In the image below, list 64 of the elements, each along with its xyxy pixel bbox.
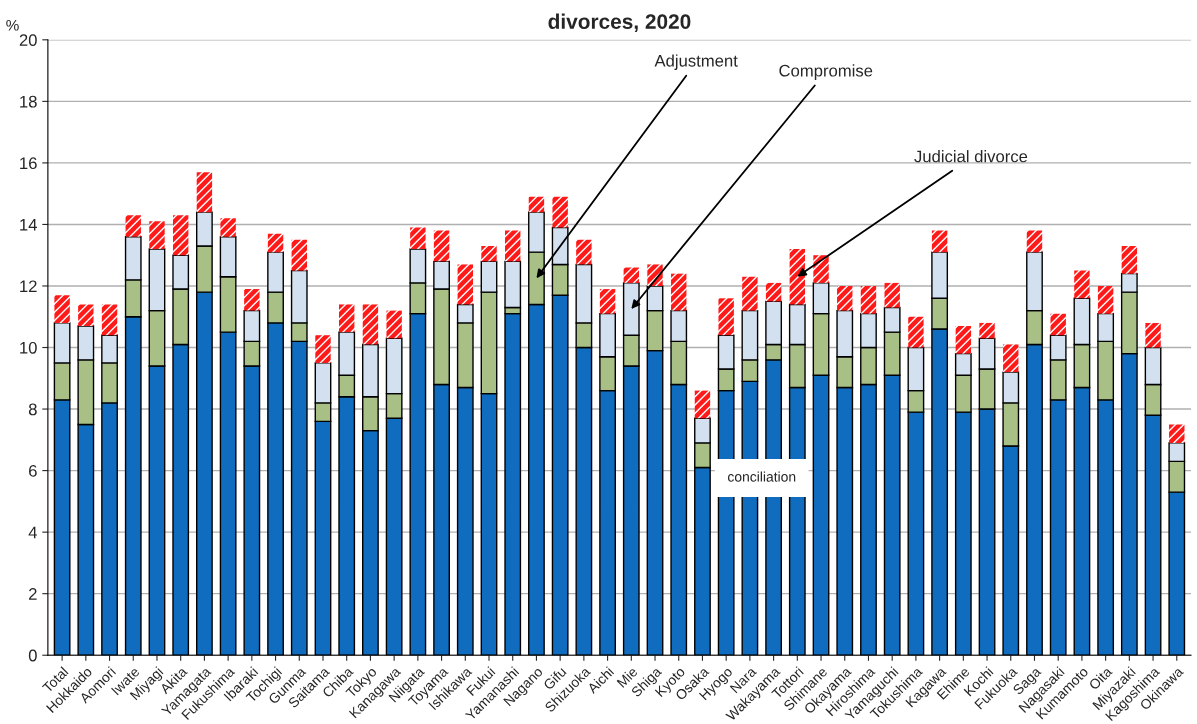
bar: [196, 172, 213, 213]
bar: [694, 390, 711, 419]
bar: [433, 230, 450, 262]
bar: [931, 230, 948, 253]
bar: [718, 298, 734, 336]
text: Judicial divorce: [914, 150, 1028, 163]
series-label: conciliation: [727, 471, 796, 482]
bar: [528, 196, 545, 213]
bar: [1145, 322, 1161, 348]
bar: [220, 218, 236, 237]
bar: [955, 325, 972, 354]
chart-title: divorces, 2020: [548, 13, 691, 32]
bar: [291, 239, 307, 271]
bar: [339, 304, 355, 333]
y-tick-label: 16: [20, 157, 37, 170]
bar: [1169, 424, 1185, 443]
y-tick-label: 20: [19, 34, 37, 47]
bar: [979, 322, 995, 339]
bar: [386, 310, 402, 339]
y-tick-label: 6: [29, 465, 37, 477]
bar: [457, 264, 473, 305]
bar: [765, 282, 782, 302]
bar: [1026, 230, 1043, 253]
bar: [481, 245, 497, 262]
text: Compromise: [779, 64, 873, 80]
text: Adjustment: [654, 54, 738, 70]
y-axis-title: %: [6, 19, 19, 31]
bar: [671, 273, 687, 311]
bar: [789, 249, 806, 305]
bar: [267, 233, 284, 253]
bar: [315, 335, 331, 363]
bar: [410, 227, 426, 250]
bar: [1050, 313, 1066, 336]
bar: [552, 196, 568, 228]
bar: [837, 285, 853, 311]
bar: [125, 215, 141, 237]
bar: [813, 255, 829, 283]
bar: [908, 316, 924, 348]
bar: [623, 267, 640, 283]
bar: [742, 276, 758, 311]
bar: [78, 304, 94, 326]
bar: [101, 304, 118, 336]
y-tick-label: 14: [20, 219, 37, 231]
y-tick-label: 10: [20, 341, 37, 354]
bar: [599, 289, 616, 314]
bar: [244, 289, 260, 311]
y-tick-label: 4: [28, 526, 37, 539]
y-tick-label: 12: [20, 280, 37, 293]
bar: [860, 285, 877, 314]
bar: [1003, 344, 1019, 373]
bar: [576, 239, 592, 265]
y-tick-label: 18: [20, 95, 37, 108]
bar: [172, 215, 189, 256]
bar: [884, 282, 900, 308]
bar: [1097, 285, 1114, 314]
bar: [149, 221, 165, 250]
y-tick-label: 8: [28, 403, 37, 416]
bar: [1074, 270, 1090, 299]
bar: [505, 230, 521, 262]
bar: [54, 295, 70, 323]
bar: [1121, 245, 1138, 274]
y-tick-label: 0: [28, 649, 37, 662]
bar: [362, 304, 379, 345]
y-tick-label: 2: [29, 588, 37, 600]
